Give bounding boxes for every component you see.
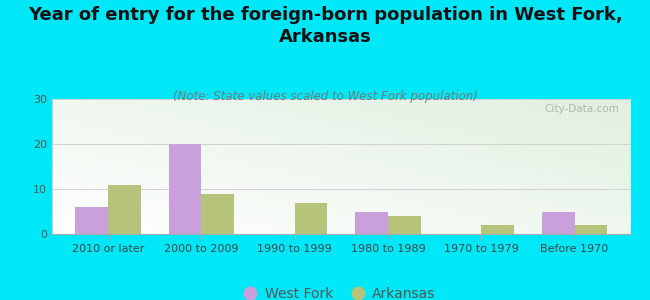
Bar [108,184,140,234]
Bar [168,144,202,234]
Bar [542,212,575,234]
Legend: West Fork, Arkansas: West Fork, Arkansas [241,281,441,300]
Bar [481,225,514,234]
Text: City-Data.com: City-Data.com [544,104,619,114]
Bar [75,207,108,234]
Text: (Note: State values scaled to West Fork population): (Note: State values scaled to West Fork … [172,90,478,103]
Bar [575,225,607,234]
Text: Year of entry for the foreign-born population in West Fork,
Arkansas: Year of entry for the foreign-born popul… [27,6,623,46]
Bar [388,216,421,234]
Bar [356,212,388,234]
Bar [294,202,327,234]
Bar [202,194,234,234]
